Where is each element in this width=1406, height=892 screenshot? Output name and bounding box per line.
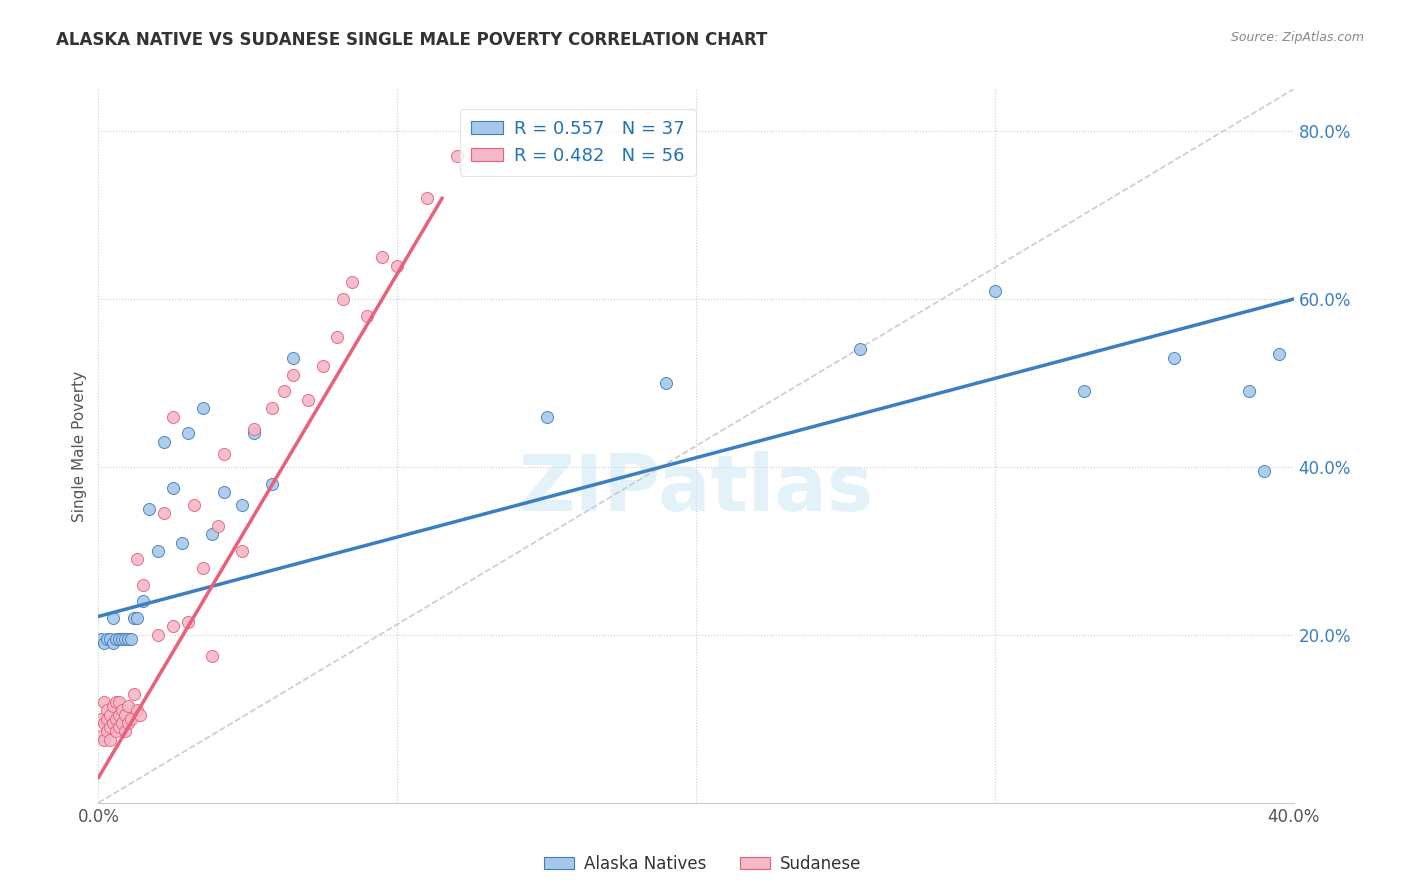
Point (148, 544, 170, 558)
Point (105, 712, 128, 726)
Point (120, 632, 142, 646)
Point (231, 544, 253, 558)
Point (1267, 346, 1289, 360)
Point (191, 401, 214, 416)
Y-axis label: Single Male Poverty: Single Male Poverty (72, 370, 87, 522)
Point (446, 149, 468, 163)
Point (103, 611, 125, 625)
Point (212, 485, 235, 500)
Point (183, 498, 205, 512)
Point (100, 732, 122, 747)
Point (231, 498, 253, 512)
Point (311, 359, 333, 374)
Point (111, 703, 134, 717)
Point (371, 250, 394, 264)
Point (114, 724, 136, 739)
Point (655, 376, 678, 390)
Point (849, 343, 872, 357)
Point (103, 716, 125, 731)
Point (536, 409, 558, 424)
Point (96, 712, 118, 726)
Point (212, 447, 235, 461)
Point (117, 716, 139, 731)
Point (385, 259, 409, 273)
Point (117, 632, 139, 646)
Point (90, 712, 112, 726)
Point (108, 695, 131, 709)
Point (332, 292, 354, 306)
Point (105, 695, 128, 709)
Point (162, 481, 184, 495)
Point (96, 724, 118, 739)
Point (162, 409, 184, 424)
Point (984, 284, 1007, 298)
Point (108, 720, 131, 734)
Point (90, 632, 112, 646)
Point (108, 632, 131, 646)
Point (132, 577, 155, 591)
Point (127, 611, 149, 625)
Point (103, 636, 125, 650)
Point (191, 560, 214, 574)
Point (342, 275, 364, 289)
Point (114, 707, 136, 722)
Point (1237, 384, 1260, 399)
Point (416, 191, 439, 205)
Point (120, 712, 142, 726)
Point (117, 699, 139, 714)
Point (127, 552, 149, 566)
Point (100, 720, 122, 734)
Text: ALASKA NATIVE VS SUDANESE SINGLE MALE POVERTY CORRELATION CHART: ALASKA NATIVE VS SUDANESE SINGLE MALE PO… (56, 31, 768, 49)
Point (1073, 384, 1095, 399)
Point (93, 716, 115, 731)
Point (111, 716, 134, 731)
Point (100, 707, 122, 722)
Point (90, 729, 112, 743)
Point (243, 422, 266, 436)
Point (1163, 351, 1185, 365)
Point (356, 309, 378, 323)
Point (114, 632, 136, 646)
Point (111, 632, 134, 646)
Point (162, 619, 184, 633)
Point (129, 707, 152, 722)
Point (127, 703, 149, 717)
Point (243, 426, 266, 441)
Point (273, 384, 295, 399)
Point (177, 615, 200, 630)
Point (103, 699, 125, 714)
Point (105, 724, 128, 739)
Point (100, 632, 122, 646)
Point (177, 426, 200, 441)
Text: ZIPatlas: ZIPatlas (519, 450, 873, 527)
Point (96, 632, 118, 646)
Point (93, 636, 115, 650)
Point (138, 502, 160, 516)
Point (124, 687, 146, 701)
Point (93, 695, 115, 709)
Point (260, 401, 283, 416)
Point (132, 594, 155, 608)
Point (172, 535, 194, 549)
Point (153, 506, 176, 520)
Point (1253, 464, 1275, 478)
Point (281, 368, 304, 382)
Point (108, 707, 131, 722)
Point (281, 351, 304, 365)
Point (207, 518, 229, 533)
Legend: R = 0.557   N = 37, R = 0.482   N = 56: R = 0.557 N = 37, R = 0.482 N = 56 (460, 109, 696, 176)
Point (148, 628, 170, 642)
Point (105, 632, 128, 646)
Point (201, 648, 224, 663)
Point (93, 732, 115, 747)
Point (297, 392, 319, 407)
Point (124, 611, 146, 625)
Point (326, 330, 349, 344)
Point (201, 527, 224, 541)
Point (153, 434, 176, 449)
Point (260, 476, 283, 491)
Point (96, 703, 118, 717)
Text: Source: ZipAtlas.com: Source: ZipAtlas.com (1230, 31, 1364, 45)
Legend: Alaska Natives, Sudanese: Alaska Natives, Sudanese (537, 848, 869, 880)
